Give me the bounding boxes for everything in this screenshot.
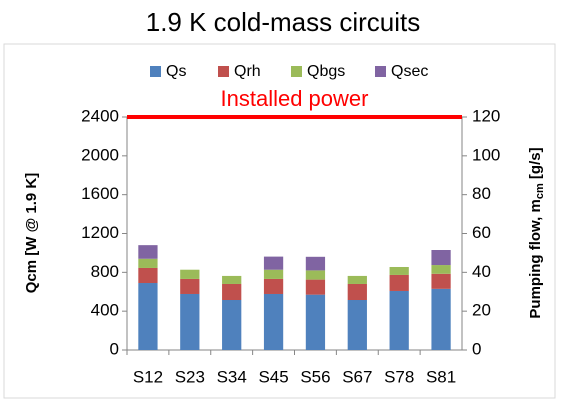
bar-segment [263,278,284,294]
x-tick-label: S56 [300,367,330,386]
legend-label: Qrh [234,63,261,80]
bar-segment [180,293,200,350]
y2-tick-label: 80 [472,184,491,203]
bar-segment [263,293,284,350]
bar-segment [431,288,451,350]
y2-tick-label: 40 [472,262,491,281]
bar-segment [347,300,367,350]
bar-segment [431,250,451,266]
legend-label: Qbgs [307,63,345,80]
y2-label-main: Pumping flow, m [527,199,544,318]
bar-segment [138,267,158,284]
x-tick-label: S67 [342,367,372,386]
bar-segment [180,269,200,279]
bar-segment [138,283,158,350]
bar-segment [305,279,326,295]
legend-swatch [375,66,386,77]
y-tick-label: 800 [91,262,119,281]
x-tick-label: S12 [133,367,163,386]
legend-swatch [150,66,161,77]
bar-segment [180,278,200,294]
bar-segment [222,275,242,284]
y2-tick-label: 100 [472,145,500,164]
y-tick-label: 1600 [81,184,119,203]
legend-swatch [218,66,229,77]
annotation-label: Installed power [221,86,369,111]
x-tick-label: S34 [217,367,247,386]
bar-segment [263,269,284,279]
bar-segment [222,283,242,301]
chart-frame [3,43,556,399]
bar-segment [305,294,326,350]
y2-tick-label: 120 [472,106,500,125]
legend-swatch [291,66,302,77]
legend-label: Qs [166,63,186,80]
legend-label: Qsec [391,63,428,80]
y2-tick-label: 20 [472,301,491,320]
y2-axis-label: Pumping flow, mcm [g/s] [527,147,546,318]
bar-segment [263,256,284,270]
y-tick-label: 2000 [81,145,119,164]
x-tick-label: S78 [384,367,414,386]
y-tick-label: 400 [91,301,119,320]
y-tick-label: 0 [110,339,119,358]
bar-segment [389,266,409,275]
bar-segment [431,265,451,274]
y-tick-label: 1200 [81,223,119,242]
y-tick-label: 2400 [81,106,119,125]
y-axis-label: Qcm [W @ 1.9 K] [23,173,40,293]
bar-segment [138,258,158,268]
x-tick-label: S45 [258,367,288,386]
y2-tick-label: 60 [472,223,491,242]
bar-segment [305,256,326,271]
chart-title: 1.9 K cold-mass circuits [146,7,421,37]
x-tick-label: S81 [426,367,456,386]
bar-segment [389,290,409,350]
bar-segment [138,245,158,259]
bar-segment [431,273,451,289]
bar-segment [347,283,367,301]
bar-segment [222,300,242,350]
bar-segment [347,275,367,284]
y2-label-sub: cm [534,183,546,199]
bar-segment [389,274,409,291]
bar-segment [305,270,326,280]
y2-label-unit: [g/s] [527,147,544,183]
y2-tick-label: 0 [472,339,481,358]
x-tick-label: S23 [175,367,205,386]
